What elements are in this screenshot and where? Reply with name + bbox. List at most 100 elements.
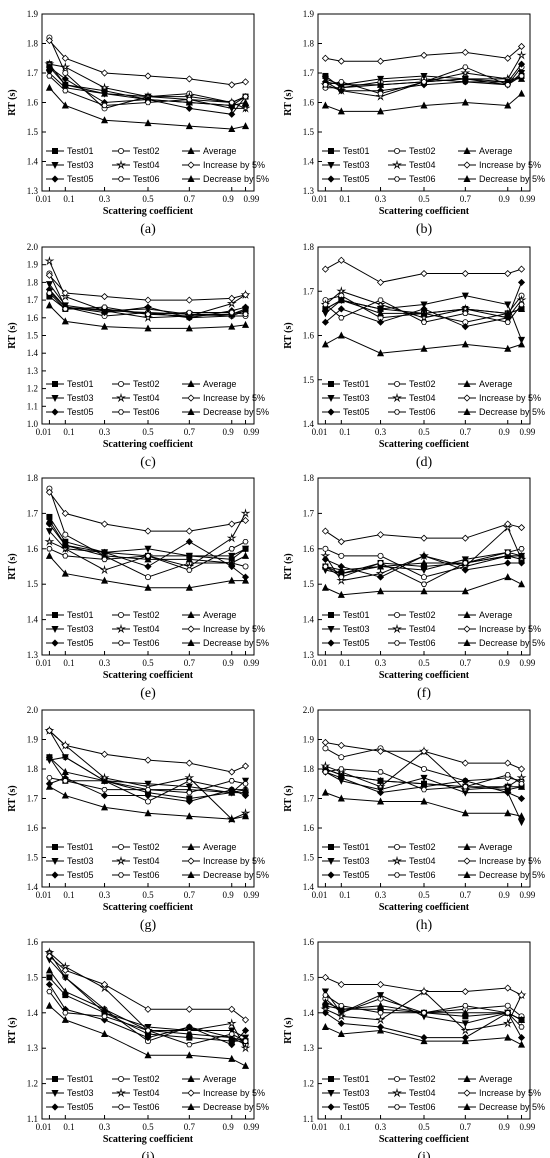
data-point: [144, 553, 152, 559]
legend-label: Test03: [67, 856, 94, 866]
x-tick-label: 0.01: [312, 890, 328, 900]
series-test03: [321, 292, 526, 344]
legend-item: Test05: [46, 407, 94, 417]
y-tick-label: 1.6: [303, 331, 315, 341]
x-tick-label: 0.7: [184, 658, 196, 668]
data-point: [337, 980, 345, 989]
data-point: [461, 1008, 469, 1016]
legend-item: Test01: [322, 146, 370, 156]
legend-label: Test05: [343, 407, 370, 417]
data-point: [337, 774, 345, 782]
data-point: [60, 61, 71, 72]
series-test05: [45, 774, 250, 806]
data-point: [337, 297, 345, 305]
legend-label: Test06: [133, 407, 160, 417]
data-point: [240, 508, 251, 518]
y-tick-label: 1.5: [303, 375, 315, 385]
data-point: [420, 79, 428, 85]
series-increase-by-5-: [45, 488, 250, 535]
data-point: [517, 304, 526, 312]
data-point: [376, 309, 385, 317]
legend-item: Test02: [112, 1074, 160, 1084]
y-tick-label: 1.3: [303, 1043, 315, 1053]
legend-label: Decrease by 5%: [479, 174, 545, 184]
data-point: [144, 311, 152, 317]
y-tick-label: 1.1: [27, 1114, 38, 1124]
legend-marker: [463, 1103, 471, 1110]
x-tick-label: 0.5: [142, 194, 154, 204]
data-point: [337, 794, 345, 802]
x-tick-label: 0.7: [460, 890, 472, 900]
data-point: [376, 1001, 385, 1009]
legend-item: Test01: [322, 379, 370, 389]
data-point: [61, 509, 69, 517]
data-point: [461, 292, 469, 300]
data-point: [45, 727, 53, 735]
legend-marker: [327, 161, 335, 169]
y-tick-label: 1.6: [27, 98, 39, 108]
data-point: [45, 36, 53, 45]
legend-item: Test01: [322, 842, 370, 852]
x-tick-label: 0.3: [99, 427, 111, 437]
legend-marker: [463, 161, 471, 169]
legend-marker: [327, 175, 335, 183]
data-point: [420, 987, 428, 996]
data-point: [337, 1019, 345, 1027]
legend-marker: [116, 392, 126, 403]
data-point: [241, 1016, 250, 1024]
series-decrease-by-5-: [45, 782, 250, 823]
data-point: [228, 562, 236, 571]
data-point: [144, 296, 152, 304]
data-point: [242, 93, 249, 100]
data-point: [100, 69, 109, 77]
legend-item: Test03: [322, 393, 370, 403]
data-point: [185, 75, 193, 83]
data-point: [420, 747, 428, 755]
data-point: [338, 79, 345, 85]
data-point: [45, 281, 53, 289]
legend-marker: [118, 844, 125, 851]
data-point: [517, 765, 526, 773]
data-point: [45, 782, 53, 790]
data-point: [517, 340, 526, 348]
y-tick-label: 1.9: [27, 9, 39, 19]
legend-marker: [52, 147, 59, 154]
series-line: [49, 274, 246, 301]
data-point: [240, 1043, 251, 1053]
x-tick-label: 0.1: [339, 658, 350, 668]
series-test06: [322, 64, 525, 97]
x-tick-label: 0.1: [63, 194, 74, 204]
data-point: [144, 574, 151, 581]
series-test06: [322, 297, 525, 325]
y-tick-label: 1.4: [27, 615, 39, 625]
legend-item: Test01: [322, 1074, 370, 1084]
data-point: [100, 791, 109, 800]
legend-label: Test02: [133, 610, 160, 620]
series-increase-by-5-: [321, 42, 526, 65]
legend-label: Test02: [409, 1074, 436, 1084]
data-point: [228, 99, 235, 106]
legend-item: Increase by 5%: [458, 856, 541, 866]
series-increase-by-5-: [45, 952, 250, 1024]
data-point: [375, 781, 386, 791]
series-test06: [46, 290, 249, 317]
data-point: [461, 1037, 469, 1045]
data-point: [376, 980, 385, 989]
data-point: [185, 759, 193, 767]
data-point: [377, 297, 384, 303]
legend-label: Average: [203, 610, 236, 620]
x-tick-label: 0.7: [460, 194, 472, 204]
legend-item: Test01: [46, 146, 94, 156]
x-tick-label: 0.9: [498, 890, 510, 900]
series-test05: [45, 520, 250, 581]
legend-item: Test06: [388, 870, 436, 880]
data-point: [321, 555, 329, 563]
data-point: [46, 974, 53, 981]
legend-marker: [52, 380, 59, 387]
panel-label: (h): [416, 918, 433, 933]
y-tick-label: 1.8: [27, 473, 39, 483]
data-point: [517, 74, 526, 82]
data-point: [420, 766, 427, 773]
x-tick-label: 0.1: [63, 890, 74, 900]
data-point: [322, 992, 329, 998]
